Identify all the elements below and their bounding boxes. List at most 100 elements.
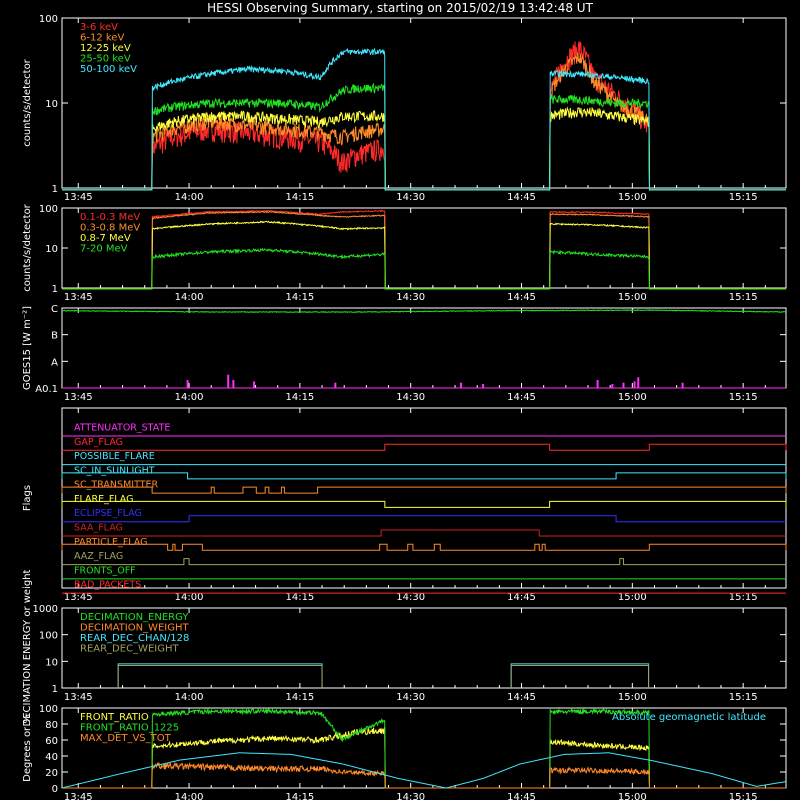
- x-tick-label: 14:15: [285, 692, 314, 703]
- flag-line: [62, 443, 787, 451]
- x-tick-label: 14:15: [285, 792, 314, 800]
- y-tick-label: 10: [45, 244, 58, 255]
- x-tick-label: 14:45: [507, 592, 536, 603]
- flag-line: [62, 515, 786, 523]
- x-tick-label: 13:45: [64, 192, 93, 203]
- legend-entry: FRONT_RATIO_1225: [80, 723, 179, 734]
- x-tick-label: 14:30: [396, 592, 425, 603]
- x-tick-label: 15:15: [729, 192, 758, 203]
- y-tick-label: 100: [39, 14, 58, 25]
- legend-entry: 7-20 MeV: [80, 244, 128, 255]
- y-tick-label: 0: [52, 784, 58, 795]
- y-axis-label: GOES15 [W m⁻²]: [22, 306, 33, 390]
- x-tick-label: 13:45: [64, 692, 93, 703]
- y-tick-label: 1000: [33, 604, 58, 615]
- legend-entry: 6-12 keV: [80, 33, 124, 44]
- panel-frame: [61, 407, 787, 589]
- flag-label: POSSIBLE_FLARE: [74, 451, 155, 462]
- x-tick-label: 13:45: [64, 792, 93, 800]
- legend-entry: 50-100 keV: [80, 64, 137, 75]
- series-line: [62, 761, 786, 789]
- legend-entry: 25-50 keV: [80, 54, 131, 65]
- flag-label: ECLIPSE_FLAG: [74, 508, 142, 519]
- y-tick-label: 1: [52, 684, 58, 695]
- flag-label: SC_IN_SUNLIGHT: [74, 465, 155, 476]
- series-line: [61, 309, 787, 314]
- decimation-box: [117, 664, 323, 688]
- x-tick-label: 14:45: [507, 692, 536, 703]
- legend-entry: DECIMATION_WEIGHT: [80, 623, 189, 634]
- series-line: [61, 752, 787, 789]
- legend-entry: REAR_DEC_WEIGHT: [80, 644, 179, 655]
- series-line: [62, 47, 786, 191]
- x-tick-label: 14:30: [396, 192, 425, 203]
- x-tick-label: 15:15: [729, 692, 758, 703]
- chart-title: HESSI Observing Summary, starting on 201…: [207, 1, 593, 15]
- y-axis-label: counts/s/detector: [22, 203, 33, 291]
- legend-entry: 0.3-0.8 MeV: [80, 223, 140, 234]
- flag-label: FLARE_FLAG: [74, 494, 134, 505]
- flag-label: ATTENUATOR_STATE: [74, 423, 170, 434]
- flag-label: PARTICLE_FLAG: [74, 537, 147, 548]
- x-tick-label: 14:45: [507, 192, 536, 203]
- legend-entry: REAR_DEC_CHAN/128: [80, 633, 189, 644]
- panel-goes: 13:45 14:00 14:15 14:30 14:45 15:00 15:15 GOES1…: [22, 304, 787, 403]
- x-tick-label: 14:00: [175, 792, 204, 800]
- x-tick-label: 15:00: [618, 592, 647, 603]
- flag-label: SAA_FLAG: [74, 523, 123, 534]
- flag-line: [62, 529, 786, 537]
- x-tick-label: 14:30: [396, 292, 425, 303]
- x-tick-label: 15:00: [618, 792, 647, 800]
- legend-entry: MAX_DET_VS_TOT: [80, 733, 172, 744]
- flag-line: [61, 500, 787, 508]
- y-tick-label: 100: [39, 704, 58, 715]
- y-tick-label: A0.1: [35, 384, 58, 395]
- x-tick-label: 14:30: [396, 392, 425, 403]
- y-tick-label: 100: [39, 631, 58, 642]
- y-tick-label: 10: [45, 657, 58, 668]
- decimation-box: [510, 664, 650, 688]
- legend-entry: 3-6 keV: [80, 22, 118, 33]
- y-tick-label: 60: [45, 736, 58, 747]
- series-line: [62, 247, 786, 290]
- x-tick-label: 14:45: [507, 292, 536, 303]
- x-tick-label: 14:00: [175, 692, 204, 703]
- y-tick-label: 10: [45, 99, 58, 110]
- x-tick-label: 14:00: [175, 592, 204, 603]
- legend-entry: 0.1-0.3 MeV: [80, 212, 140, 223]
- x-tick-label: 15:00: [618, 392, 647, 403]
- x-tick-label: 14:00: [175, 192, 204, 203]
- y-axis-label: Flags: [22, 485, 33, 511]
- legend-entry: 12-25 keV: [80, 43, 131, 54]
- y-tick-label: 40: [45, 752, 58, 763]
- x-tick-label: 13:45: [64, 392, 93, 403]
- panel-flags: 13:45 14:00 14:15 14:30 14:45 15:00 15:15 Flags…: [22, 407, 787, 603]
- x-tick-label: 15:15: [729, 392, 758, 403]
- x-tick-label: 14:45: [507, 392, 536, 403]
- panels: 13:45 14:00 14:15 14:30 14:45 15:00 15:15 count…: [22, 14, 787, 800]
- flag-label: FRONTS_OFF: [74, 565, 136, 576]
- x-tick-label: 15:15: [729, 792, 758, 800]
- x-tick-label: 15:00: [618, 692, 647, 703]
- flag-line: [61, 543, 787, 551]
- x-tick-label: 15:15: [729, 292, 758, 303]
- x-tick-label: 14:15: [285, 392, 314, 403]
- y-tick-label: 1: [52, 284, 58, 295]
- flag-label: BAD_PACKETS: [74, 580, 141, 591]
- x-tick-label: 14:45: [507, 792, 536, 800]
- legend-entry: FRONT_RATIO: [80, 712, 149, 723]
- panel-hi_counts: 13:45 14:00 14:15 14:30 14:45 15:00 15:15 count…: [22, 14, 787, 203]
- x-tick-label: 14:00: [175, 292, 204, 303]
- x-tick-label: 15:00: [618, 292, 647, 303]
- x-tick-label: 14:30: [396, 792, 425, 800]
- y-axis-label: DECIMATION ENERGY or weight: [22, 569, 33, 726]
- x-tick-label: 13:45: [64, 592, 93, 603]
- x-tick-label: 14:00: [175, 392, 204, 403]
- y-tick-label: A: [51, 357, 58, 368]
- right-legend: Absolute geomagnetic latitude: [612, 712, 766, 723]
- x-tick-label: 15:15: [729, 592, 758, 603]
- x-tick-label: 15:00: [618, 192, 647, 203]
- flag-line: [61, 472, 787, 480]
